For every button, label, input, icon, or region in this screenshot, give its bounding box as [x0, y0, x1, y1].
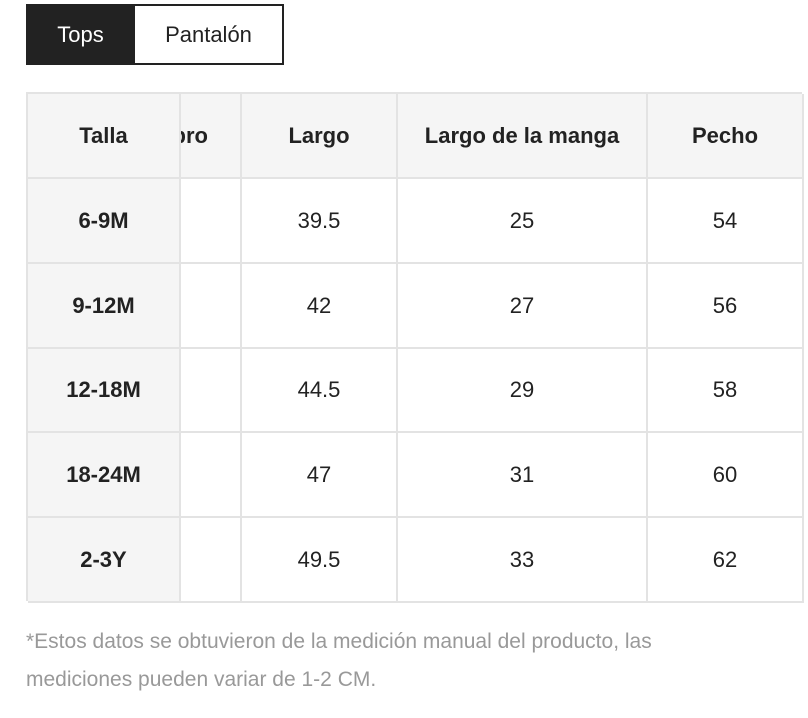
value-cell: 33: [398, 518, 648, 603]
tab-tops[interactable]: Tops: [26, 4, 135, 65]
header-cell: Pecho: [648, 94, 804, 179]
empty-cell: [181, 433, 242, 518]
value-cell: 47: [242, 433, 398, 518]
value-cell: 44.5: [242, 349, 398, 433]
value-cell: 62: [648, 518, 804, 603]
value-cell: 58: [648, 349, 804, 433]
value-cell: 54: [648, 179, 804, 264]
header-cell: Largo de la manga: [398, 94, 648, 179]
size-cell: 6-9M: [28, 179, 181, 264]
empty-cell: [181, 264, 242, 349]
value-cell: 39.5: [242, 179, 398, 264]
value-cell: 31: [398, 433, 648, 518]
empty-cell: [181, 179, 242, 264]
size-cell: 12-18M: [28, 349, 181, 433]
note-line: mediciones pueden variar de 1-2 CM.: [26, 668, 377, 691]
value-cell: 49.5: [242, 518, 398, 603]
value-cell: 60: [648, 433, 804, 518]
value-cell: 27: [398, 264, 648, 349]
value-cell: 56: [648, 264, 804, 349]
note-line: *Estos datos se obtuvieron de la medició…: [26, 630, 652, 653]
header-text: Hombro: [181, 122, 208, 148]
header-cell: Largo: [242, 94, 398, 179]
tab-pantalon[interactable]: Pantalón: [133, 4, 284, 65]
size-cell: 18-24M: [28, 433, 181, 518]
header-cell: Talla: [28, 94, 181, 179]
empty-cell: [181, 349, 242, 433]
value-cell: 29: [398, 349, 648, 433]
header-cell: Hombro: [181, 94, 242, 179]
empty-cell: [181, 518, 242, 603]
value-cell: 42: [242, 264, 398, 349]
value-cell: 25: [398, 179, 648, 264]
size-cell: 9-12M: [28, 264, 181, 349]
size-cell: 2-3Y: [28, 518, 181, 603]
